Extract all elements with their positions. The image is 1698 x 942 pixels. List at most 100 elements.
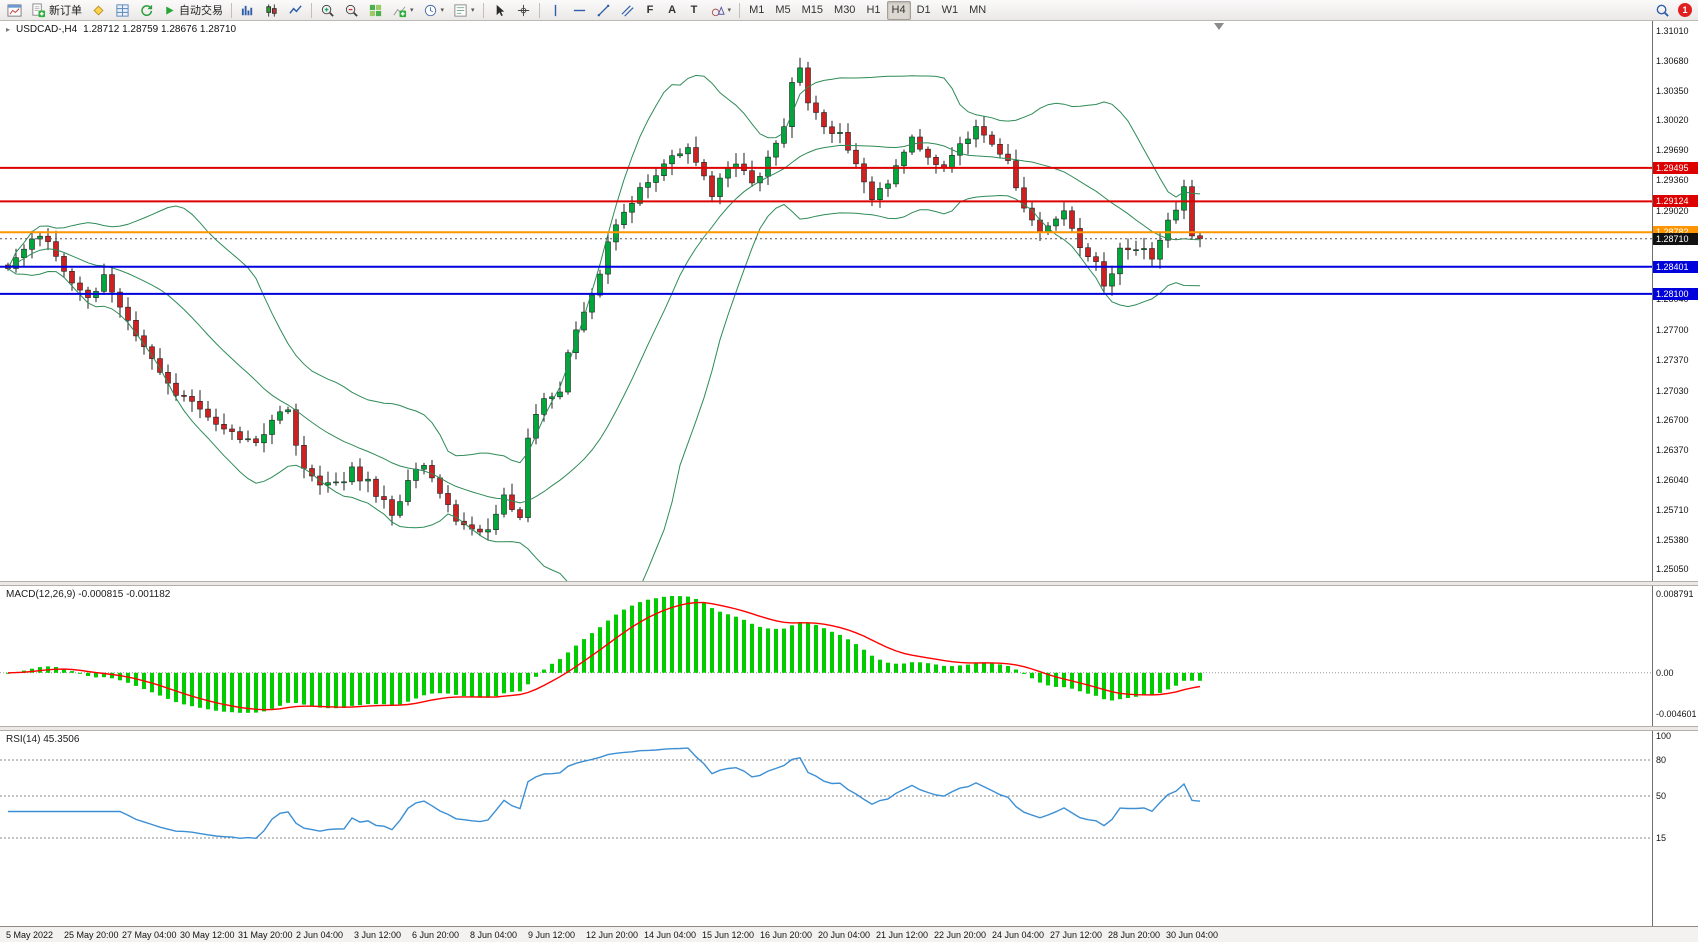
chart-window: ▸ USDCAD-,H4 1.28712 1.28759 1.28676 1.2… bbox=[0, 21, 1698, 942]
cursor-button[interactable] bbox=[488, 1, 511, 20]
rsi-tick: 100 bbox=[1656, 731, 1672, 741]
macd-chart-svg[interactable] bbox=[0, 586, 1652, 726]
timeframe-button-h4[interactable]: H4 bbox=[886, 0, 911, 20]
chart-window-button[interactable] bbox=[3, 1, 26, 20]
rsi-chart-canvas[interactable]: RSI(14) 45.3506 bbox=[0, 731, 1652, 926]
bollinger-band-u bbox=[7, 74, 1201, 464]
timeframe-button-m5[interactable]: M5 bbox=[770, 1, 795, 20]
price-tick: 1.29360 bbox=[1656, 175, 1689, 186]
search-icon bbox=[1656, 4, 1669, 17]
price-tick: 1.25710 bbox=[1656, 504, 1689, 515]
macd-chart-canvas[interactable]: MACD(12,26,9) -0.000815 -0.001182 bbox=[0, 586, 1652, 726]
dropdown-caret[interactable]: ▾ bbox=[440, 6, 445, 14]
timeframe-button-m1[interactable]: M1 bbox=[744, 1, 769, 20]
market-watch-button[interactable] bbox=[111, 1, 134, 20]
text-tool-button[interactable]: A bbox=[662, 1, 683, 20]
time-tick-label: 31 May 20:00 bbox=[238, 930, 293, 940]
shapes-button[interactable]: ▾ bbox=[706, 1, 736, 20]
price-line-tag: 1.28401 bbox=[1653, 260, 1698, 273]
time-tick-label: 6 Jun 20:00 bbox=[412, 930, 460, 940]
channel-button[interactable] bbox=[616, 1, 639, 20]
trendline-icon bbox=[597, 4, 609, 16]
price-tick: 1.26040 bbox=[1656, 474, 1689, 485]
time-tick-label: 25 May 20:00 bbox=[64, 930, 119, 940]
line-chart-button[interactable] bbox=[284, 1, 307, 20]
time-tick-label: 9 Jun 12:00 bbox=[528, 930, 576, 940]
crosshair-button[interactable] bbox=[512, 1, 535, 20]
candle-series bbox=[5, 57, 1203, 541]
time-tick-label: 21 Jun 12:00 bbox=[876, 930, 929, 940]
zoom-in-icon bbox=[321, 4, 334, 17]
timeframe-button-m15[interactable]: M15 bbox=[797, 1, 828, 20]
candlestick-icon bbox=[266, 3, 277, 17]
zoom-out-icon bbox=[345, 4, 358, 17]
price-tick: 1.25050 bbox=[1656, 564, 1689, 575]
bollinger-band-m bbox=[7, 142, 1201, 504]
zoom-out-button[interactable] bbox=[340, 1, 363, 20]
current-price-tag: 1.28710 bbox=[1653, 232, 1698, 245]
chart-shift-marker[interactable] bbox=[1214, 23, 1224, 30]
rsi-tick: 80 bbox=[1656, 755, 1667, 765]
macd-signal-line bbox=[7, 601, 1201, 711]
search-button[interactable] bbox=[1651, 1, 1674, 20]
vertical-line-button[interactable] bbox=[544, 1, 567, 20]
time-scale[interactable]: 5 May 2022 25 May 20:00 27 May 04:00 30 May… bbox=[0, 926, 1698, 942]
auto-trading-label: 自动交易 bbox=[179, 5, 223, 17]
indicators-button[interactable]: ▾ bbox=[388, 1, 418, 20]
notification-badge[interactable]: 1 bbox=[1678, 3, 1692, 17]
one-click-trading-expander[interactable]: ▸ bbox=[6, 25, 11, 34]
dropdown-caret[interactable]: ▾ bbox=[727, 6, 732, 14]
price-tick: 1.30350 bbox=[1656, 85, 1689, 96]
chart-ohlc-values: 1.28712 1.28759 1.28676 1.28710 bbox=[83, 24, 237, 35]
panel-splitter[interactable] bbox=[0, 581, 1698, 586]
fibonacci-button[interactable]: F bbox=[640, 1, 661, 20]
time-tick-label: 16 Jun 20:00 bbox=[760, 930, 813, 940]
rsi-scale[interactable]: 100 80 50 15 bbox=[1652, 731, 1698, 926]
time-tick-label: 27 May 04:00 bbox=[122, 930, 177, 940]
macd-tick: -0.004601 bbox=[1656, 709, 1697, 719]
label-tool-button[interactable]: T bbox=[684, 1, 705, 20]
refresh-button[interactable] bbox=[135, 1, 158, 20]
auto-trading-button[interactable]: 自动交易 bbox=[159, 1, 227, 20]
time-tick-label: 30 May 12:00 bbox=[180, 930, 235, 940]
indicators-icon bbox=[393, 5, 407, 17]
dropdown-caret[interactable]: ▾ bbox=[471, 6, 475, 14]
price-line-tag: 1.29495 bbox=[1653, 161, 1698, 174]
zoom-in-button[interactable] bbox=[316, 1, 339, 20]
timeframe-button-h1[interactable]: H1 bbox=[861, 1, 885, 20]
mql-diamond-icon bbox=[93, 4, 104, 16]
horizontal-line-button[interactable] bbox=[568, 1, 591, 20]
rsi-chart-svg[interactable] bbox=[0, 731, 1652, 926]
timeframe-toolbar: M1 M5 M15 M30 H1 H4 D1 W1 MN bbox=[744, 0, 991, 20]
rsi-tick: 15 bbox=[1656, 833, 1667, 843]
time-tick-label: 5 May 2022 bbox=[6, 930, 54, 940]
macd-scale[interactable]: 0.008791 0.00 -0.004601 bbox=[1652, 586, 1698, 726]
candlestick-chart-button[interactable] bbox=[260, 1, 283, 20]
bar-chart-button[interactable] bbox=[236, 1, 259, 20]
price-chart-canvas[interactable]: ▸ USDCAD-,H4 1.28712 1.28759 1.28676 1.2… bbox=[0, 21, 1652, 581]
panel-splitter[interactable] bbox=[0, 726, 1698, 731]
chart-symbol-label: USDCAD-,H4 bbox=[16, 24, 78, 35]
trendline-button[interactable] bbox=[592, 1, 615, 20]
macd-indicator-label: MACD(12,26,9) -0.000815 -0.001182 bbox=[6, 589, 171, 600]
price-tick: 1.29020 bbox=[1656, 205, 1689, 216]
price-chart-svg[interactable] bbox=[0, 21, 1652, 581]
timeframe-button-d1[interactable]: D1 bbox=[912, 1, 936, 20]
mql-editor-button[interactable] bbox=[87, 1, 110, 20]
dropdown-caret[interactable]: ▾ bbox=[410, 6, 414, 14]
templates-button[interactable]: ▾ bbox=[449, 1, 479, 20]
price-tick: 1.25380 bbox=[1656, 534, 1689, 545]
periods-button[interactable]: ▾ bbox=[419, 1, 449, 20]
timeframe-button-w1[interactable]: W1 bbox=[937, 1, 964, 20]
time-tick-label: 27 Jun 12:00 bbox=[1050, 930, 1103, 940]
time-tick-label: 15 Jun 12:00 bbox=[702, 930, 755, 940]
clock-icon bbox=[424, 4, 436, 16]
tile-windows-button[interactable] bbox=[364, 1, 387, 20]
time-tick-label: 8 Jun 04:00 bbox=[470, 930, 518, 940]
timeframe-button-m30[interactable]: M30 bbox=[829, 1, 860, 20]
new-order-button[interactable]: 新订单 bbox=[27, 1, 86, 20]
price-scale[interactable]: 1.31010 1.30680 1.30350 1.30020 1.29690 1.293… bbox=[1652, 21, 1698, 581]
price-panel: ▸ USDCAD-,H4 1.28712 1.28759 1.28676 1.2… bbox=[0, 21, 1698, 581]
timeframe-button-mn[interactable]: MN bbox=[964, 1, 991, 20]
